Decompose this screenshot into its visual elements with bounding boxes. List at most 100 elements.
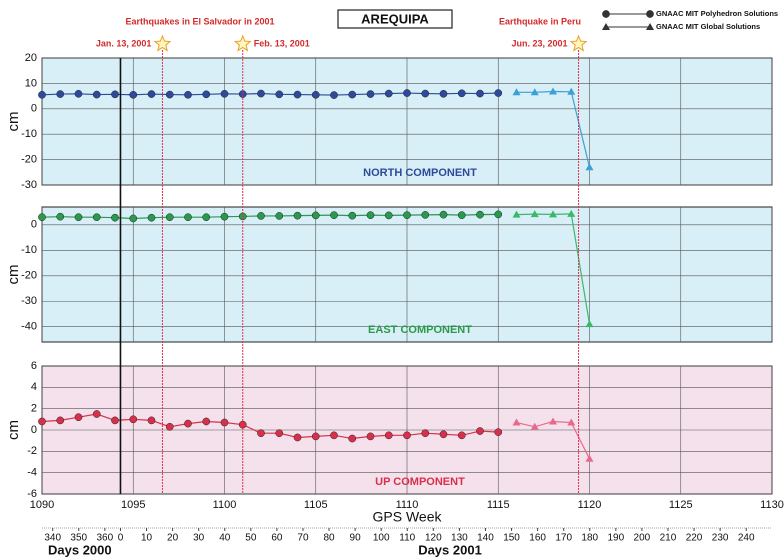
y-tick-label: -20 [21, 154, 37, 166]
marker [311, 211, 320, 220]
marker [512, 418, 521, 426]
marker [257, 429, 265, 438]
marker [585, 320, 594, 328]
marker [439, 210, 448, 219]
y-tick-label: -20 [21, 270, 37, 282]
marker [275, 212, 284, 220]
y-tick-label: 0 [31, 424, 37, 436]
marker [330, 431, 338, 440]
marker [403, 211, 411, 220]
marker [530, 210, 539, 218]
marker [311, 432, 320, 441]
marker [202, 417, 211, 426]
marker [384, 89, 393, 98]
legend-label: GNAAC MIT Polyhedron Solutions [656, 9, 778, 18]
marker [494, 89, 503, 97]
day-tick-label: 230 [712, 533, 729, 544]
marker [567, 209, 576, 217]
marker [366, 211, 375, 220]
marker [348, 90, 357, 99]
day-tick-label: 110 [399, 533, 415, 544]
y-tick-label: -10 [21, 244, 37, 256]
marker [111, 90, 119, 99]
day-tick-label: 240 [738, 533, 755, 544]
x-tick-label: 1090 [30, 499, 54, 511]
marker [202, 213, 211, 222]
marker [275, 90, 284, 99]
y-axis-label: cm [5, 265, 22, 285]
chart-title: AREQUIPA [361, 11, 429, 26]
marker [403, 431, 411, 440]
marker [330, 91, 338, 99]
marker [366, 432, 375, 441]
marker [92, 90, 101, 99]
day-tick-label: 90 [350, 533, 362, 544]
marker [530, 88, 539, 96]
x-tick-label: 1120 [578, 499, 602, 511]
marker [111, 416, 119, 425]
marker [348, 434, 357, 443]
y-axis-label: cm [5, 420, 22, 440]
legend-marker [646, 10, 654, 18]
marker [165, 213, 174, 222]
marker [384, 431, 393, 440]
day-tick-label: 150 [503, 533, 520, 544]
x-tick-label: 1100 [213, 499, 237, 511]
event-star [569, 34, 588, 52]
day-tick-label: 20 [167, 533, 179, 544]
marker [330, 211, 338, 220]
x-tick-label: 1125 [669, 499, 693, 511]
marker [147, 416, 156, 425]
marker [92, 213, 101, 222]
marker [56, 416, 65, 425]
panel-label: UP COMPONENT [375, 476, 465, 488]
marker [38, 417, 46, 426]
marker [293, 90, 302, 99]
marker [439, 430, 448, 439]
marker [38, 90, 46, 99]
title-box [337, 9, 453, 29]
marker [92, 410, 101, 418]
y-tick-label: 10 [25, 77, 37, 89]
day-tick-label: 50 [245, 533, 257, 544]
marker [549, 210, 557, 218]
marker [129, 415, 138, 424]
marker [567, 418, 576, 426]
y-tick-label: 6 [31, 360, 37, 372]
y-tick-label: -4 [27, 467, 37, 479]
marker [494, 428, 503, 436]
x-tick-label: 1115 [487, 499, 510, 511]
y-tick-label: -30 [21, 179, 37, 191]
day-tick-label: 220 [686, 533, 703, 544]
day-tick-label: 190 [607, 533, 624, 544]
marker [366, 90, 375, 98]
day-tick-label: 30 [193, 533, 205, 544]
day-tick-label: 170 [555, 533, 572, 544]
y-tick-label: -6 [27, 488, 37, 500]
marker [184, 90, 192, 99]
day-tick-label: 350 [70, 533, 87, 544]
panel-label: EAST COMPONENT [368, 324, 472, 336]
marker [147, 213, 156, 222]
legend-marker [602, 10, 610, 18]
day-tick-label: 340 [44, 533, 61, 544]
marker [421, 89, 430, 98]
day-tick-label: 70 [297, 533, 309, 544]
day-tick-label: 0 [118, 533, 124, 544]
y-tick-label: -10 [21, 128, 37, 140]
marker [403, 89, 411, 97]
marker [220, 89, 229, 98]
x-tick-label: 1110 [396, 499, 419, 511]
day-tick-label: 10 [141, 533, 153, 544]
panel-label: NORTH COMPONENT [363, 167, 477, 179]
marker [421, 211, 430, 219]
marker [165, 422, 174, 431]
marker [38, 213, 46, 222]
marker [74, 213, 83, 222]
marker [549, 417, 557, 425]
day-tick-label: 180 [581, 533, 598, 544]
day-tick-label: 130 [451, 533, 468, 544]
marker [202, 90, 211, 99]
legend-marker [602, 23, 610, 30]
x-axis-label: GPS Week [373, 509, 443, 525]
